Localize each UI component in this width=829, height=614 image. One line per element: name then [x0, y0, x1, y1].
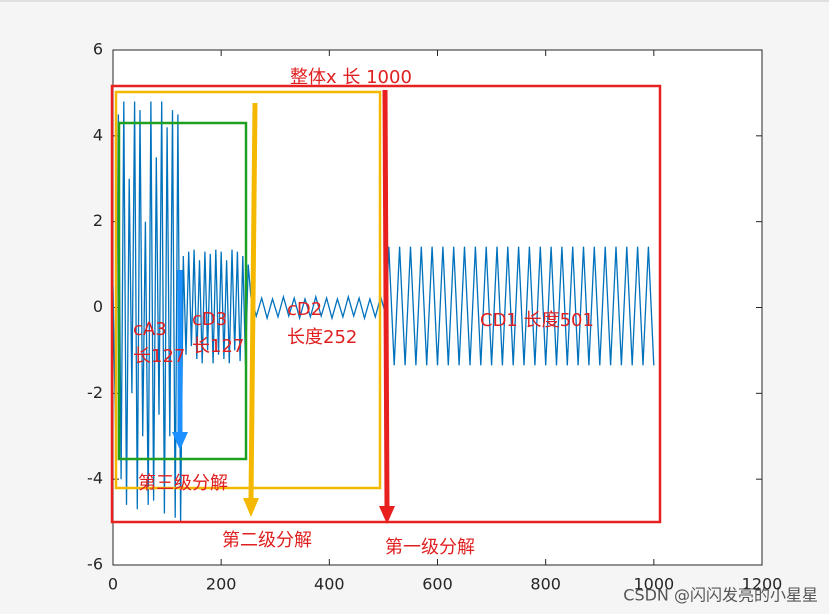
y-tick-label: 2: [93, 211, 103, 230]
x-tick-label: 600: [422, 575, 453, 594]
blue-arrowhead: [172, 432, 188, 450]
y-tick-label: 6: [93, 40, 103, 59]
y-tick-label: -2: [87, 383, 103, 402]
x-tick-label: 200: [206, 575, 237, 594]
x-tick-label: 1200: [742, 575, 783, 594]
yellow-box: [114, 90, 382, 490]
red-arrowhead: [379, 506, 395, 524]
overlay: [110, 84, 662, 524]
axes-box: [112, 49, 763, 566]
red-box: [110, 84, 662, 524]
annotation: 长127: [133, 346, 185, 367]
x-tick-label: 800: [530, 575, 561, 594]
annotation: 第三级分解: [138, 473, 228, 494]
signal-line: [112, 101, 655, 523]
annotation: 长127: [192, 336, 244, 357]
annotation: 第一级分解: [385, 537, 475, 558]
yellow-arrowhead: [243, 498, 259, 517]
annotation: 长度252: [287, 327, 357, 348]
watermark: CSDN @闪闪发亮的小星星: [623, 586, 818, 605]
x-tick-label: 0: [108, 575, 118, 594]
annotation: cD3: [192, 309, 227, 330]
y-tick-label: 0: [93, 297, 103, 316]
y-tick-label: 4: [93, 125, 103, 144]
yellow-arrow: [248, 102, 258, 501]
green-box: [117, 121, 248, 461]
x-tick-label: 400: [314, 575, 345, 594]
y-tick-label: -6: [87, 555, 103, 574]
annotation: 第二级分解: [222, 530, 312, 551]
y-tick-label: -4: [87, 469, 103, 488]
annotation: cD2: [287, 299, 322, 320]
annotation: 整体x 长 1000: [290, 67, 412, 88]
annotation: cA3: [133, 319, 167, 340]
x-tick-label: 1000: [633, 575, 674, 594]
red-arrow: [382, 89, 390, 509]
annotation: CD1 长度501: [480, 310, 594, 331]
plot-layer: [112, 49, 763, 566]
